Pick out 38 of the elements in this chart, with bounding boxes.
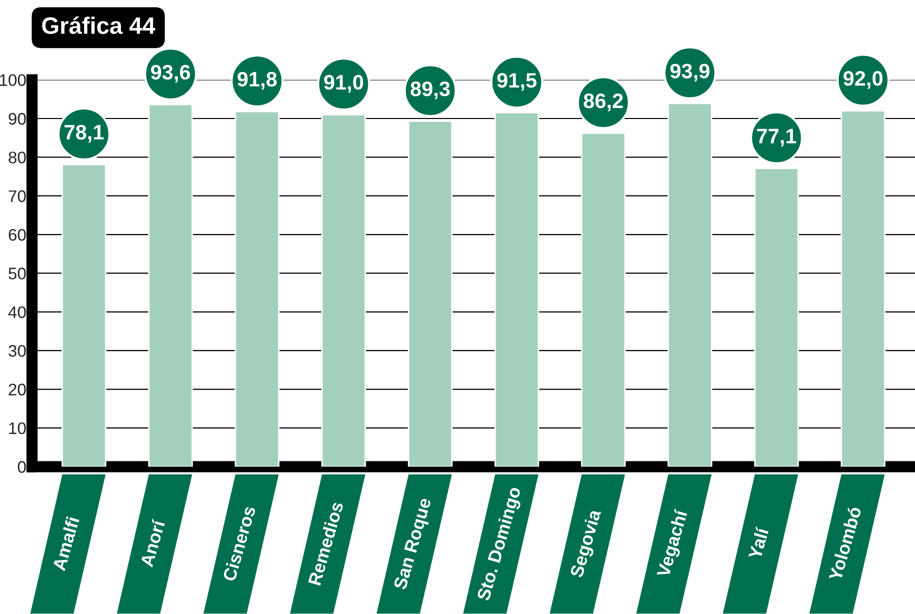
x-tick-label: Vegachí [656, 508, 692, 580]
y-tick-label: 60 [8, 228, 26, 241]
x-tick-label: Anorí [139, 518, 166, 568]
bar [234, 110, 280, 467]
data-label: 93,6 [150, 64, 190, 83]
bar [494, 112, 540, 467]
bar [754, 168, 799, 467]
data-label: 77,1 [757, 128, 796, 146]
data-label: 92,0 [844, 71, 882, 89]
data-label: 91,5 [497, 72, 536, 91]
data-label: 89,3 [410, 81, 450, 100]
y-tick-label: 40 [8, 306, 26, 318]
data-label: 93,9 [670, 64, 710, 82]
data-label: 78,1 [64, 124, 104, 143]
x-tick-label: Segovia [569, 508, 605, 580]
y-tick-label: 20 [8, 384, 26, 396]
data-label: 91,0 [324, 74, 364, 93]
bar [581, 132, 626, 467]
y-tick-label: 0 [18, 461, 26, 473]
y-tick-label: 90 [8, 112, 26, 125]
x-tick-label: Yalí [748, 526, 770, 560]
y-tick-label: 10 [9, 422, 26, 434]
x-tick-label: San Roque [393, 497, 435, 592]
y-tick-label: 50 [8, 268, 26, 280]
chart-title: Gráfica 44 [42, 16, 156, 34]
bar [840, 110, 886, 467]
y-tick-label: 70 [8, 190, 26, 202]
bar [321, 114, 366, 467]
y-tick-label: 80 [8, 152, 26, 164]
bar [408, 120, 453, 467]
bar [148, 104, 193, 467]
y-tick-label: 30 [8, 344, 26, 357]
bar [668, 102, 712, 467]
data-label: 86,2 [584, 93, 623, 112]
x-tick-label: Amalfi [52, 516, 80, 572]
y-tick-label: 100 [0, 74, 26, 86]
data-label: 91,8 [238, 72, 277, 90]
bar [62, 164, 106, 467]
